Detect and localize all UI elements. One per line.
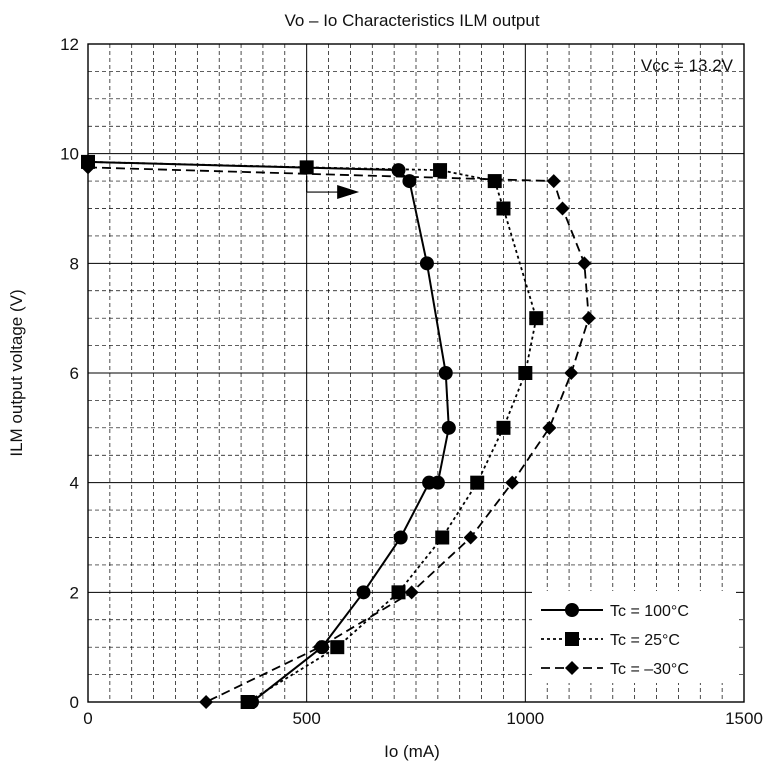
data-point-diamond [199, 695, 214, 709]
y-tick-label: 0 [70, 693, 79, 712]
data-point-square [529, 311, 544, 326]
series-line-square [87, 160, 538, 703]
data-point-diamond [542, 420, 557, 435]
x-axis-label: Io (mA) [384, 742, 440, 761]
data-point-diamond [564, 366, 579, 380]
data-point-diamond [505, 475, 520, 490]
data-point-diamond [312, 640, 327, 655]
series-line-diamond [87, 166, 590, 703]
data-point-square [518, 366, 533, 380]
data-point-diamond [581, 311, 596, 326]
data-point-square [299, 160, 314, 175]
series-circle [81, 154, 456, 709]
chart-title: Vo – Io Characteristics ILM output [284, 11, 539, 30]
data-point-circle [438, 366, 453, 380]
legend-label-diamond: Tc = –30°C [610, 661, 689, 678]
data-point-circle [391, 163, 406, 178]
data-point-diamond [555, 201, 570, 216]
legend-marker-diamond [565, 661, 579, 675]
data-point-square [435, 530, 450, 545]
y-axis-label: ILM output voltage (V) [7, 289, 26, 456]
y-tick-label: 8 [70, 254, 79, 273]
data-point-diamond [577, 256, 592, 271]
vcc-annotation: Vcc = 13.2V [641, 56, 734, 75]
data-point-square [487, 174, 502, 189]
y-tick-label: 10 [60, 145, 79, 164]
data-point-square [433, 163, 448, 178]
data-point-square [240, 695, 255, 709]
y-tick-label: 2 [70, 583, 79, 602]
x-tick-label: 1500 [725, 709, 763, 728]
x-tick-label: 0 [83, 709, 92, 728]
series-layer [81, 154, 596, 709]
series-diamond [81, 160, 596, 709]
arrow-head [337, 185, 360, 200]
legend-marker-circle [565, 603, 579, 617]
data-point-circle [356, 585, 371, 600]
series-line-circle [87, 160, 450, 703]
legend-label-square: Tc = 25°C [610, 632, 680, 649]
y-tick-label: 12 [60, 35, 79, 54]
data-point-diamond [463, 530, 478, 545]
data-point-square [330, 640, 345, 655]
data-point-diamond [81, 160, 95, 175]
x-tick-label: 500 [292, 709, 320, 728]
x-tick-label: 1000 [506, 709, 544, 728]
data-point-circle [393, 530, 408, 545]
plot-frame [87, 43, 745, 703]
legend-marker-square [565, 632, 579, 646]
data-point-circle [441, 420, 456, 435]
data-point-diamond [404, 585, 419, 600]
data-point-circle [422, 475, 437, 490]
y-tick-label: 4 [70, 474, 79, 493]
legend-label-circle: Tc = 100°C [610, 603, 689, 620]
legend: Tc = 100°C Tc = 25°C Tc = –30°C [532, 591, 736, 683]
arrow-annotation [306, 176, 360, 200]
data-point-square [496, 420, 511, 435]
series-square [81, 154, 544, 709]
data-point-circle [419, 256, 434, 271]
data-point-square [496, 201, 511, 216]
data-point-square [470, 475, 485, 490]
y-tick-label: 6 [70, 364, 79, 383]
tick-labels: 0 500 1000 1500 0 2 4 6 8 10 12 [60, 35, 763, 728]
data-point-diamond [546, 174, 561, 189]
data-point-square [391, 585, 406, 600]
